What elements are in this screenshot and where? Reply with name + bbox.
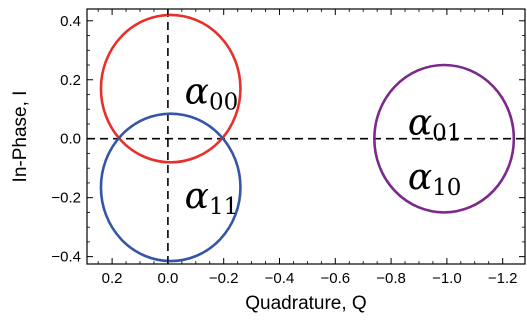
- x-tick-label: −0.2: [209, 270, 239, 287]
- x-tick-label: −0.4: [265, 270, 295, 287]
- y-tick-label: 0.2: [60, 72, 81, 89]
- y-axis-ticks: 0.4 0.2 0.0 −0.2 −0.4: [51, 13, 525, 266]
- label-alpha-base: α: [185, 72, 209, 113]
- y-axis-title: In-Phase, I: [10, 91, 31, 183]
- label-alpha-11: α11: [185, 176, 239, 220]
- x-tick-label: −0.6: [320, 270, 350, 287]
- x-tick-label: 0.0: [157, 270, 178, 287]
- state-circle-11: [99, 112, 242, 263]
- label-alpha-subscript: 11: [209, 194, 238, 220]
- x-tick-label: −1.2: [488, 270, 518, 287]
- label-alpha-10: α10: [408, 157, 462, 201]
- y-tick-label: 0.0: [60, 131, 81, 148]
- y-tick-label: −0.2: [51, 190, 81, 207]
- x-tick-label: −0.8: [376, 270, 406, 287]
- y-tick-label: 0.4: [60, 13, 81, 30]
- plot-frame: [86, 8, 526, 265]
- x-axis-ticks: 0.2 0.0 −0.2 −0.4 −0.6 −0.8 −1.0 −1.2: [97, 9, 518, 287]
- label-alpha-base: α: [408, 157, 432, 198]
- label-alpha-subscript: 10: [432, 175, 461, 201]
- x-tick-label: 0.2: [102, 270, 123, 287]
- label-alpha-subscript: 00: [209, 90, 238, 116]
- reference-lines: [87, 9, 525, 264]
- state-circle-00: [99, 13, 242, 164]
- label-alpha-base: α: [408, 102, 432, 143]
- label-alpha-base: α: [185, 176, 209, 217]
- x-tick-label: −1.0: [432, 270, 462, 287]
- label-alpha-00: α00: [185, 72, 239, 116]
- state-circles: [99, 13, 516, 263]
- y-tick-label: −0.4: [51, 249, 81, 266]
- label-alpha-subscript: 01: [432, 120, 461, 146]
- x-axis-title: Quadrature, Q: [245, 293, 366, 314]
- state-circle-01: [373, 63, 516, 214]
- label-alpha-01: α01: [408, 102, 462, 146]
